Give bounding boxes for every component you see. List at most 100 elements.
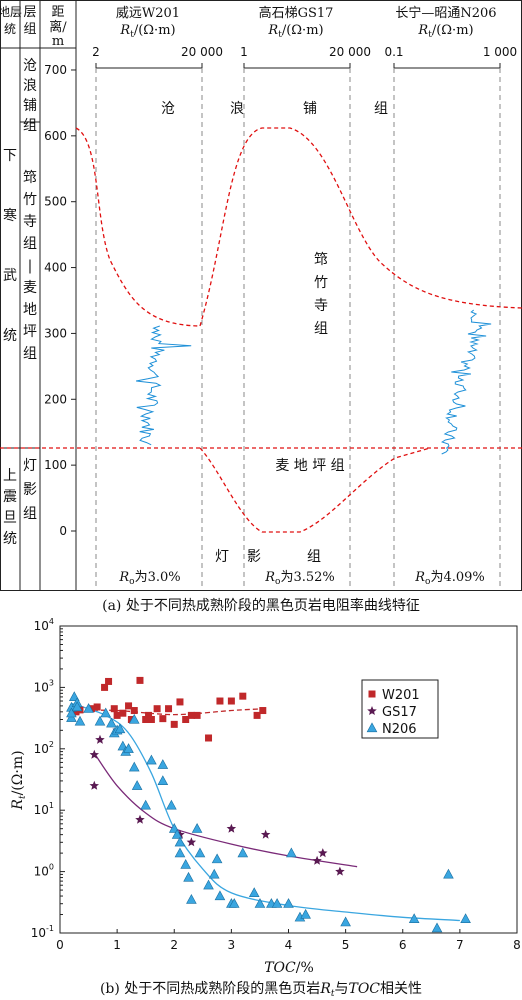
inline-label-ying: 影 xyxy=(247,549,261,565)
formation-canglangpu: 沧浪铺组 xyxy=(23,57,37,134)
point-n206 xyxy=(194,847,206,858)
point-n206 xyxy=(174,847,186,858)
well-range-max: 20 000 xyxy=(181,45,223,59)
log-curve-n206 xyxy=(441,309,492,455)
depth-axis: 700 600 500 400 300 200 100 0 xyxy=(44,63,76,538)
point-w201 xyxy=(110,705,118,713)
y-tick-label: 103 xyxy=(34,678,54,694)
well-unit: Rt/(Ω·m) xyxy=(417,23,473,40)
point-n206 xyxy=(271,898,283,908)
header-depth-line1: 距 xyxy=(51,5,64,20)
point-n206 xyxy=(443,868,454,879)
point-gs17 xyxy=(260,829,271,839)
legend-marker-n206 xyxy=(366,722,378,733)
depth-tick-label: 400 xyxy=(44,261,67,275)
y-tick-label: 104 xyxy=(34,617,54,633)
y-tick-label: 102 xyxy=(34,740,54,756)
point-n206 xyxy=(100,707,112,718)
well-range-max: 1 000 xyxy=(483,45,517,59)
ro-label-w201: Ro为3.0% xyxy=(118,570,180,587)
point-w201 xyxy=(136,676,144,684)
point-w201 xyxy=(125,702,133,710)
point-gs17 xyxy=(226,823,237,833)
depth-tick-label: 200 xyxy=(44,392,67,406)
legend-label-gs17: GS17 xyxy=(382,705,417,720)
point-n206 xyxy=(71,701,83,712)
point-n206 xyxy=(166,799,177,810)
x-tick-label: 0 xyxy=(56,938,64,952)
x-tick-label: 7 xyxy=(456,938,464,952)
x-axis-label: TOC/% xyxy=(264,960,314,976)
point-n206 xyxy=(140,799,151,810)
depth-tick-label: 600 xyxy=(44,129,67,143)
x-tick-label: 2 xyxy=(170,938,178,952)
point-n206 xyxy=(408,913,420,923)
well-range-min: 0.1 xyxy=(384,45,403,59)
point-gs17 xyxy=(335,866,345,876)
point-n206 xyxy=(106,717,117,728)
point-n206 xyxy=(180,858,191,869)
well-range-min: 2 xyxy=(92,45,100,59)
point-n206 xyxy=(214,890,226,901)
depth-tick-label: 0 xyxy=(59,524,67,538)
legend-marker-w201 xyxy=(368,690,376,698)
point-n206 xyxy=(83,703,94,713)
system-lower-cambrian: 下寒武统 xyxy=(3,148,17,344)
caption-panel-b: (b) 处于不同热成熟阶段的黑色页岩Rt与TOC相关性 xyxy=(100,980,422,999)
point-n206 xyxy=(254,898,266,908)
inline-label-zu2: 组 xyxy=(314,321,328,337)
point-n206 xyxy=(174,836,186,847)
point-n206 xyxy=(186,893,197,904)
point-w201 xyxy=(259,707,267,715)
legend: W201 GS17 N206 xyxy=(361,679,439,739)
point-n206 xyxy=(171,829,183,839)
top-boundary-gs17-n206 xyxy=(199,127,522,327)
caption-panel-a: (a) 处于不同热成熟阶段的黑色页岩电阻率曲线特征 xyxy=(102,597,420,614)
point-gs17 xyxy=(89,749,99,759)
panel-a: 地层统 层组 距 离/ m 下寒武统 上震旦统 沧浪铺组 筇竹寺组|麦地坪组 灯… xyxy=(0,0,522,591)
point-w201 xyxy=(101,683,109,691)
well-name: 高石梯GS17 xyxy=(259,5,334,21)
header-system-label: 地层统 xyxy=(0,5,22,36)
point-w201 xyxy=(119,709,127,717)
point-w201 xyxy=(93,703,101,711)
ro-label-gs17: Ro为3.52% xyxy=(264,570,335,587)
point-w201 xyxy=(159,715,167,723)
point-n206 xyxy=(460,913,471,923)
point-n206 xyxy=(340,916,351,927)
point-n206 xyxy=(131,780,143,790)
inline-label-zu: 组 xyxy=(374,101,388,117)
point-n206 xyxy=(283,898,294,908)
point-w201 xyxy=(253,711,261,719)
point-n206 xyxy=(431,922,443,933)
x-tick-label: 6 xyxy=(399,938,407,952)
x-axis: 0 1 2 3 4 5 6 7 8 xyxy=(56,929,521,952)
data-points xyxy=(66,676,471,933)
point-w201 xyxy=(130,707,138,715)
point-gs17 xyxy=(312,855,322,865)
point-n206 xyxy=(203,879,214,890)
point-n206 xyxy=(94,715,106,726)
x-tick-label: 1 xyxy=(113,938,121,952)
legend-label-n206: N206 xyxy=(382,722,417,737)
point-n206 xyxy=(74,715,86,726)
point-gs17 xyxy=(89,780,99,790)
legend-label-w201: W201 xyxy=(382,688,420,703)
point-w201 xyxy=(165,705,173,713)
point-n206 xyxy=(123,743,134,753)
point-w201 xyxy=(105,677,113,685)
trend-line-n206 xyxy=(71,702,460,922)
well-unit: Rt/(Ω·m) xyxy=(119,23,175,40)
point-w201 xyxy=(193,711,201,719)
inline-label-zu3: 组 xyxy=(307,549,321,565)
well-name: 威远W201 xyxy=(116,6,180,21)
panel-b-chart: 0 1 2 3 4 5 6 7 8 10-1 100 101 102 103 104 W201 GS17 N2… xyxy=(10,617,521,976)
panel-a-border xyxy=(0,0,522,591)
y-tick-label: 100 xyxy=(34,863,54,879)
inline-label-cang: 沧 xyxy=(161,100,175,117)
x-tick-label: 5 xyxy=(342,938,350,952)
inline-label-deng: 灯 xyxy=(215,549,229,565)
y-tick-label: 101 xyxy=(34,801,54,817)
point-gs17 xyxy=(318,848,328,858)
point-w201 xyxy=(147,716,155,724)
